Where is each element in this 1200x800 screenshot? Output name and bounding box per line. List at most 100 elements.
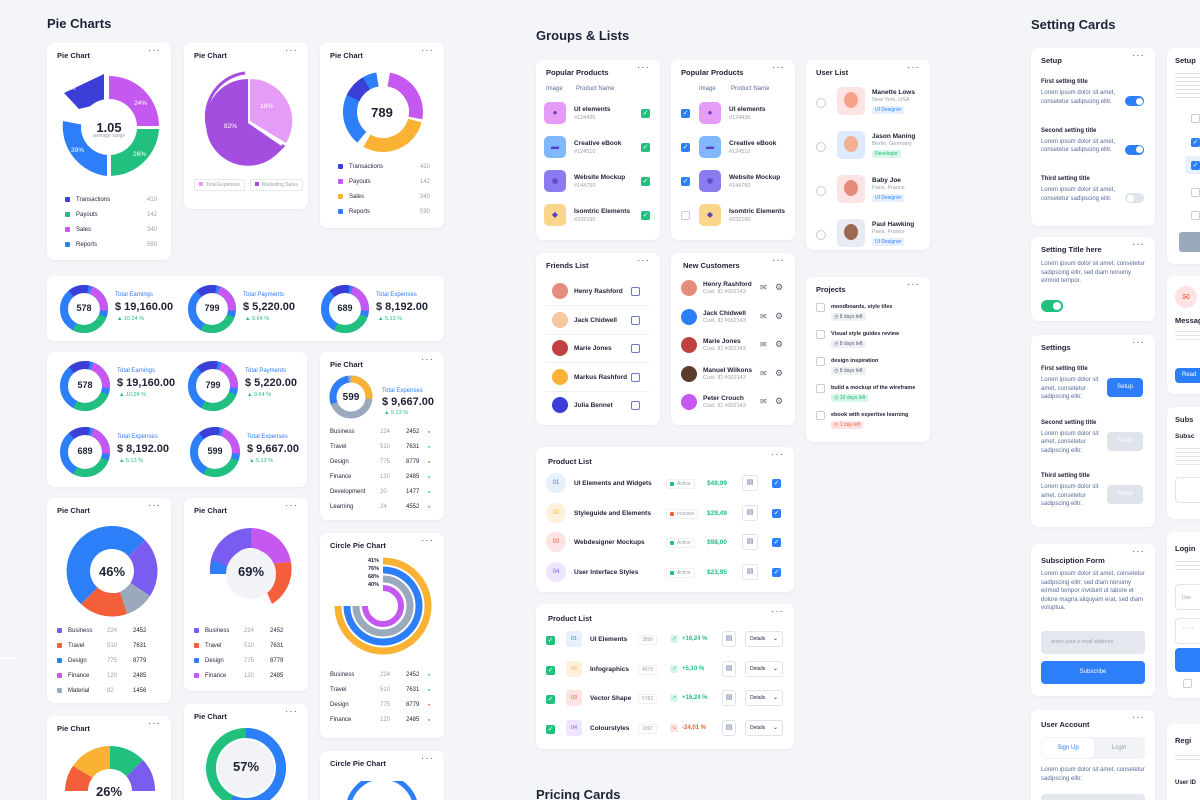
gear-icon[interactable]: ⚙ [775,310,784,321]
row-checkbox-checked[interactable]: ✓ [772,567,781,577]
legend-item: Transactions 410 [65,197,157,203]
more-icon[interactable]: ··· [421,535,434,546]
row-checkbox-checked[interactable]: ✓ [641,143,650,152]
more-icon[interactable]: ··· [1132,50,1145,61]
more-icon[interactable]: ··· [637,255,650,266]
task-checkbox[interactable] [816,357,825,366]
details-dropdown[interactable]: Details ⌄ [745,660,783,677]
more-icon[interactable]: ··· [148,45,161,56]
checkbox[interactable] [1191,211,1200,220]
setting-toggle[interactable] [1041,300,1063,312]
more-icon[interactable]: ··· [907,62,920,73]
setup-button[interactable]: Setup [1107,431,1143,451]
document-icon[interactable]: ▤ [742,534,758,550]
mail-icon[interactable]: ✉ [760,283,767,292]
tab-login[interactable]: Login [1111,745,1127,751]
row-checkbox-checked[interactable]: ✓ [641,211,650,220]
more-icon[interactable]: ··· [285,500,298,511]
tab-sign-up[interactable]: Sign Up [1042,738,1094,758]
document-icon[interactable]: ▤ [722,660,736,677]
more-icon[interactable]: ··· [772,62,785,73]
gear-icon[interactable]: ⚙ [775,367,784,378]
more-icon[interactable]: ··· [148,500,161,511]
message-icon[interactable] [631,372,640,382]
mail-icon[interactable]: ✉ [760,311,767,321]
task-checkbox[interactable] [816,330,825,339]
subscribe-button[interactable]: Subscribe [1041,661,1145,684]
checkbox-checked[interactable]: ✓ [1191,138,1200,147]
checkbox-checked[interactable]: ✓ [1191,161,1200,170]
mail-icon[interactable]: ✉ [760,340,767,349]
setting-toggle[interactable] [1125,96,1144,106]
more-icon[interactable]: ··· [772,255,785,266]
button-grey[interactable] [1179,232,1200,252]
details-dropdown[interactable]: Details ⌄ [745,631,783,647]
mail-icon[interactable]: ✉ [760,397,767,406]
details-dropdown[interactable]: Details ⌄ [745,690,783,706]
gear-icon[interactable]: ⚙ [775,339,784,349]
more-icon[interactable]: ··· [771,606,784,617]
more-icon[interactable]: ··· [1132,712,1145,723]
row-checkbox-checked[interactable]: ✓ [681,109,690,118]
task-checkbox[interactable] [816,384,825,393]
row-checkbox-checked[interactable]: ✓ [772,479,781,488]
read-button[interactable]: Read [1175,368,1200,383]
setting-toggle[interactable] [1125,193,1144,203]
account-input[interactable] [1041,794,1145,800]
email-input[interactable]: enter your e-mail address [1041,631,1145,654]
row-checkbox-checked[interactable]: ✓ [681,143,690,152]
gear-icon[interactable]: ⚙ [775,396,784,406]
setting-toggle[interactable] [1125,144,1144,155]
setup-button[interactable]: Setup [1107,485,1143,504]
row-checkbox-checked[interactable]: ✓ [681,177,690,186]
document-icon[interactable]: ▤ [742,563,758,580]
message-icon[interactable] [631,287,640,296]
more-icon[interactable]: ··· [1132,546,1145,557]
more-icon[interactable]: ··· [637,62,650,73]
user-radio[interactable] [816,186,826,196]
checkbox[interactable] [1191,188,1200,197]
checkbox[interactable] [1191,114,1200,123]
details-dropdown[interactable]: Details ⌄ [745,719,783,736]
remember-checkbox[interactable] [1183,679,1192,688]
more-icon[interactable]: ··· [421,354,434,365]
mail-icon[interactable]: ✉ [760,368,767,378]
more-icon[interactable]: ··· [421,753,434,764]
user-radio[interactable] [816,230,826,240]
message-icon[interactable] [631,401,640,410]
row-checkbox-checked[interactable]: ✓ [641,109,650,118]
password-input[interactable]: ····· [1175,618,1200,644]
setup-button[interactable]: Setup [1107,378,1143,397]
more-icon[interactable]: ··· [148,718,161,729]
user-radio[interactable] [816,142,826,152]
document-icon[interactable]: ▤ [742,504,758,521]
message-icon[interactable] [631,344,640,353]
more-icon[interactable]: ··· [285,45,298,56]
document-icon[interactable]: ▤ [722,690,736,706]
more-icon[interactable]: ··· [771,449,784,460]
row-checkbox-checked[interactable]: ✓ [546,665,555,675]
user-radio[interactable] [816,98,826,108]
document-icon[interactable]: ▤ [722,631,736,647]
row-checkbox-checked[interactable]: ✓ [546,724,555,734]
task-checkbox[interactable] [816,303,825,312]
row-checkbox-checked[interactable]: ✓ [772,538,781,547]
row-checkbox[interactable] [681,211,690,220]
row-checkbox-checked[interactable]: ✓ [546,695,555,704]
login-button[interactable] [1175,648,1200,672]
task-checkbox[interactable] [816,411,825,420]
gear-icon[interactable]: ⚙ [775,282,784,292]
input-box[interactable] [1175,477,1200,503]
more-icon[interactable]: ··· [907,279,920,290]
more-icon[interactable]: ··· [1132,337,1145,348]
more-icon[interactable]: ··· [1132,239,1145,250]
more-icon[interactable]: ··· [285,706,298,717]
user-input[interactable]: Use [1175,584,1200,610]
more-icon[interactable]: ··· [421,45,434,56]
message-icon[interactable] [631,315,640,325]
document-icon[interactable]: ▤ [722,719,736,736]
row-checkbox-checked[interactable]: ✓ [546,636,555,645]
row-checkbox-checked[interactable]: ✓ [641,177,650,186]
row-checkbox-checked[interactable]: ✓ [772,508,781,518]
document-icon[interactable]: ▤ [742,475,758,491]
